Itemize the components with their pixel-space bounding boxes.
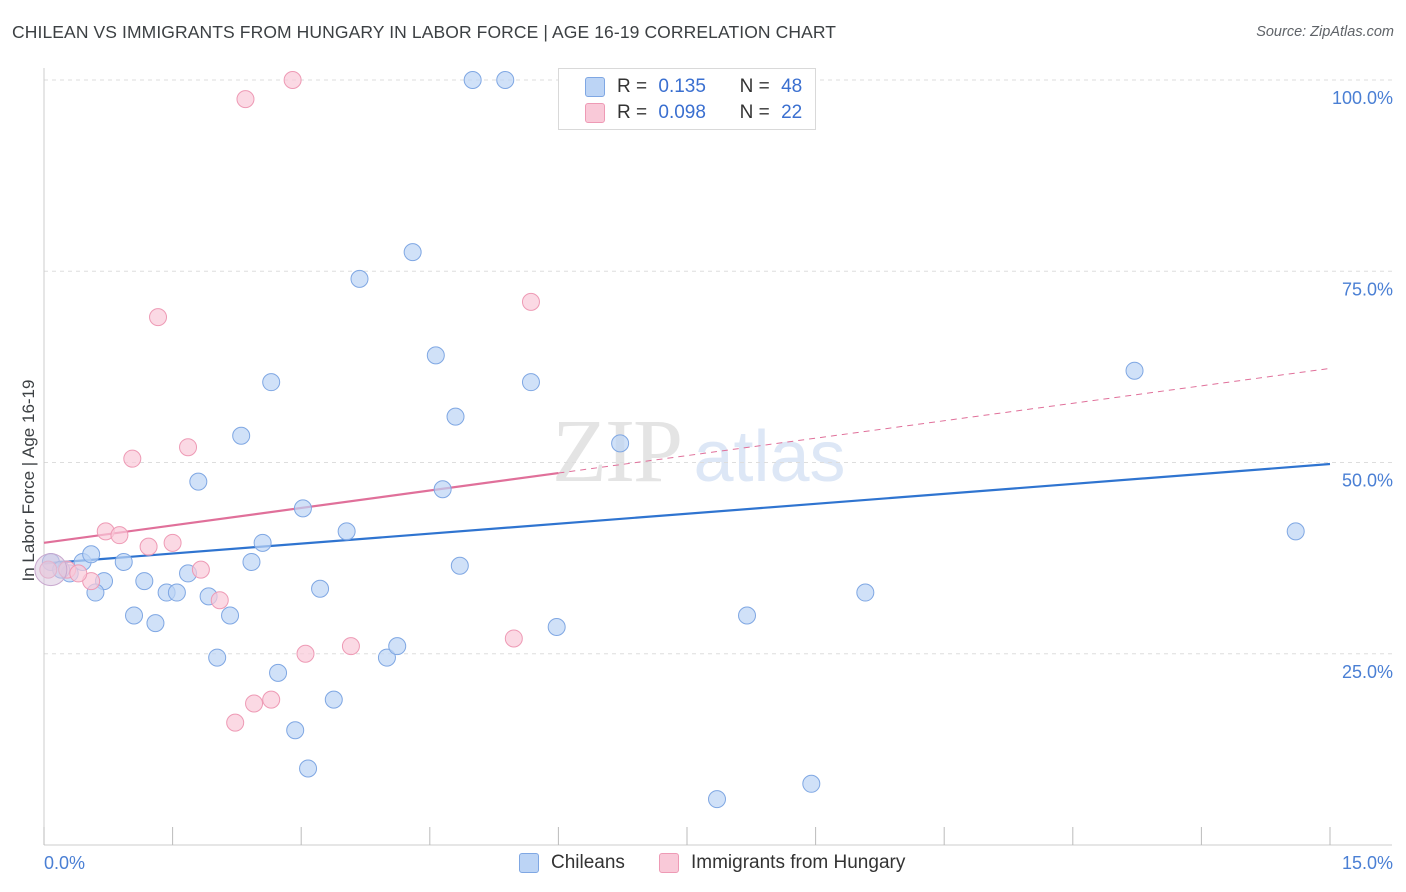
n-label: N = [739, 76, 770, 97]
legend-row-hungary-text: R = 0.098 N = 22 [617, 102, 802, 124]
n-value: 22 [781, 102, 803, 123]
hungary-point [179, 438, 198, 457]
y-tick-label: 75.0% [1342, 279, 1393, 299]
chileans-point [286, 721, 305, 740]
chileans-point [125, 606, 144, 625]
legend-label-hungary: Immigrants from Hungary [691, 852, 906, 873]
hungary-point [521, 292, 540, 311]
hungary-point [69, 564, 88, 583]
hungary-point [149, 308, 168, 327]
r-label: R = [617, 102, 648, 123]
chileans-point [377, 648, 396, 667]
correlation-legend: R = 0.135 N = 48 R = 0.098 N = 22 [558, 68, 816, 130]
chileans-point [547, 617, 566, 636]
hungary-point [226, 713, 245, 732]
hungary-swatch [659, 853, 679, 873]
r-label: R = [617, 76, 648, 97]
x-tick-label: 0.0% [44, 853, 85, 873]
chileans-point [253, 533, 272, 552]
series-legend: Chileans Immigrants from Hungary [0, 852, 1406, 878]
chileans-point [208, 648, 227, 667]
chileans-point [426, 346, 445, 365]
x-tick-label: 15.0% [1342, 853, 1393, 873]
chileans-point [403, 243, 422, 262]
chileans-point [299, 759, 318, 778]
chileans-point [311, 579, 330, 598]
chileans-point [521, 373, 540, 392]
chileans-point [463, 71, 482, 89]
chileans-point [446, 407, 465, 426]
chileans-point [738, 606, 757, 625]
hungary-point [210, 591, 229, 610]
chart-source: Source: ZipAtlas.com [1256, 24, 1394, 40]
overlap-point [34, 553, 68, 587]
chileans-point [856, 583, 875, 602]
legend-row-chileans-text: R = 0.135 N = 48 [617, 76, 802, 98]
hungary-point [123, 449, 142, 468]
hungary-point [296, 644, 315, 663]
chileans-point [269, 663, 288, 682]
chileans-swatch [519, 853, 539, 873]
hungary-point [191, 560, 210, 579]
chileans-point [82, 545, 101, 564]
legend-item-hungary: Immigrants from Hungary [659, 852, 905, 874]
chileans-point [135, 572, 154, 591]
chileans-point [708, 790, 727, 809]
trend-layer [43, 367, 1331, 565]
hungary-point [341, 637, 360, 656]
hungary-point [262, 690, 281, 709]
hungary-point [110, 526, 129, 545]
chileans-point [221, 606, 240, 625]
hungary-point [245, 694, 264, 713]
chileans-point [450, 556, 469, 575]
chileans-point [496, 71, 515, 89]
y-tick-label: 100.0% [1332, 88, 1393, 108]
legend-label-chileans: Chileans [551, 852, 625, 873]
chileans-point [802, 774, 821, 793]
chileans-point [350, 269, 369, 288]
chileans-point [611, 434, 630, 453]
chileans-point [433, 480, 452, 499]
hungary-point [163, 533, 182, 552]
chileans-point [388, 637, 407, 656]
hungary-point [283, 71, 302, 89]
chileans-point [232, 426, 251, 445]
chileans-point [293, 499, 312, 518]
n-value: 48 [781, 76, 803, 97]
hungary-point [504, 629, 523, 648]
chileans-point [242, 552, 261, 571]
chileans-point [146, 614, 165, 633]
chileans-trendline [43, 462, 1331, 565]
legend-item-chileans: Chileans [519, 852, 625, 874]
chart-title: CHILEAN VS IMMIGRANTS FROM HUNGARY IN LA… [12, 22, 837, 42]
chileans-point [167, 583, 186, 602]
chileans-point [262, 373, 281, 392]
chileans-point [114, 552, 133, 571]
hungary-point [236, 90, 255, 109]
r-value: 0.098 [658, 102, 706, 123]
points-layer [34, 71, 1305, 809]
y-tick-label: 25.0% [1342, 662, 1393, 682]
chileans-point [324, 690, 343, 709]
r-value: 0.135 [658, 76, 706, 97]
n-label: N = [739, 102, 770, 123]
label-layer: 100.0% 75.0% 50.0% 25.0% 0.0% 15.0% In Labor F… [19, 88, 1393, 873]
chileans-swatch [585, 77, 605, 97]
hungary-swatch [585, 103, 605, 123]
chileans-point [189, 472, 208, 491]
y-tick-label: 50.0% [1342, 471, 1393, 491]
chileans-point [1125, 361, 1144, 380]
hungary-trendline-extension [558, 367, 1331, 474]
axis-layer [43, 68, 1392, 846]
chileans-point [1286, 522, 1305, 541]
chileans-point [337, 522, 356, 541]
y-axis-label: In Labor Force | Age 16-19 [19, 380, 38, 582]
hungary-point [139, 537, 158, 556]
